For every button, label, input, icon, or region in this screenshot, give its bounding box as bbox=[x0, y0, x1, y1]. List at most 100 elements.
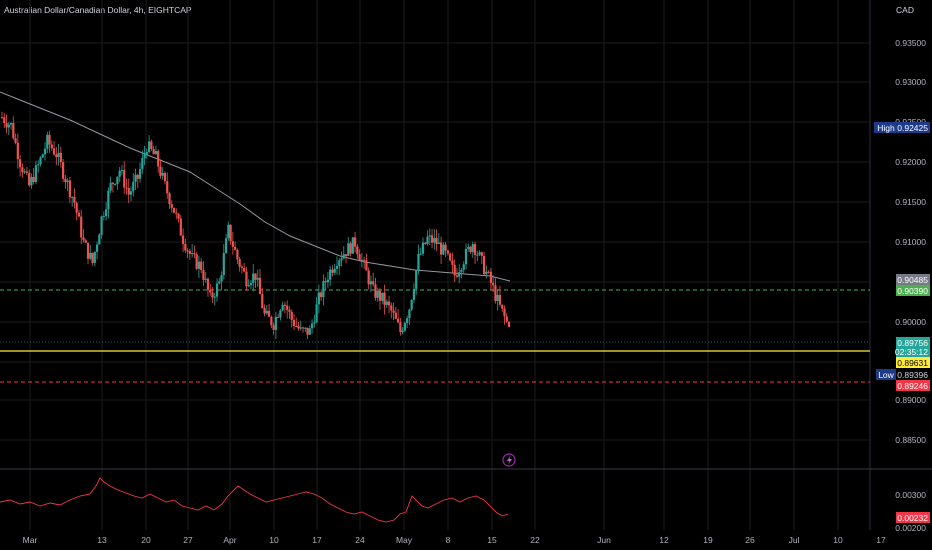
candle-body[interactable] bbox=[383, 292, 386, 305]
candle-body[interactable] bbox=[163, 172, 167, 182]
candle-body[interactable] bbox=[48, 134, 51, 145]
candle-body[interactable] bbox=[172, 207, 176, 213]
candle-body[interactable] bbox=[279, 310, 282, 318]
candle-body[interactable] bbox=[412, 288, 416, 300]
candle-body[interactable] bbox=[98, 234, 101, 245]
candle-body[interactable] bbox=[408, 309, 411, 319]
candle-body[interactable] bbox=[66, 180, 69, 183]
candle-body[interactable] bbox=[329, 269, 332, 280]
candle-body[interactable] bbox=[62, 162, 65, 179]
candle-body[interactable] bbox=[258, 277, 262, 295]
candle-body[interactable] bbox=[68, 180, 72, 198]
candle-body[interactable] bbox=[39, 157, 42, 165]
candle-body[interactable] bbox=[385, 301, 388, 305]
candle-body[interactable] bbox=[335, 265, 339, 269]
candle-body[interactable] bbox=[19, 159, 22, 168]
candle-body[interactable] bbox=[229, 224, 232, 242]
candle-body[interactable] bbox=[358, 254, 361, 261]
lightning-icon[interactable] bbox=[502, 453, 516, 467]
candle-body[interactable] bbox=[272, 325, 275, 330]
candle-body[interactable] bbox=[455, 275, 459, 277]
candle-body[interactable] bbox=[161, 172, 164, 176]
candle-body[interactable] bbox=[197, 261, 201, 269]
candle-body[interactable] bbox=[342, 254, 345, 259]
candle-body[interactable] bbox=[249, 282, 253, 286]
candle-body[interactable] bbox=[100, 216, 103, 235]
candle-body[interactable] bbox=[188, 250, 191, 254]
candle-body[interactable] bbox=[0, 117, 4, 119]
candle-body[interactable] bbox=[487, 271, 490, 273]
candle-body[interactable] bbox=[93, 251, 96, 263]
candle-body[interactable] bbox=[3, 117, 6, 123]
candle-body[interactable] bbox=[433, 237, 436, 243]
candle-body[interactable] bbox=[105, 209, 108, 216]
candle-body[interactable] bbox=[415, 270, 418, 289]
candle-body[interactable] bbox=[372, 281, 375, 285]
candle-body[interactable] bbox=[437, 242, 440, 245]
candle-body[interactable] bbox=[498, 294, 502, 305]
candle-body[interactable] bbox=[387, 301, 391, 306]
candle-body[interactable] bbox=[353, 237, 357, 247]
candle-body[interactable] bbox=[211, 292, 214, 298]
candle-body[interactable] bbox=[181, 235, 185, 244]
candle-body[interactable] bbox=[138, 169, 142, 179]
candle-body[interactable] bbox=[116, 176, 119, 184]
candle-body[interactable] bbox=[306, 327, 309, 335]
candle-body[interactable] bbox=[417, 253, 420, 271]
candle-body[interactable] bbox=[396, 318, 400, 323]
candle-body[interactable] bbox=[141, 158, 144, 170]
candle-body[interactable] bbox=[261, 294, 264, 309]
candle-body[interactable] bbox=[286, 305, 289, 310]
candle-body[interactable] bbox=[202, 270, 205, 280]
candle-body[interactable] bbox=[243, 267, 246, 272]
candle-body[interactable] bbox=[320, 292, 323, 298]
candle-body[interactable] bbox=[218, 281, 221, 284]
candle-body[interactable] bbox=[7, 124, 10, 128]
candle-body[interactable] bbox=[77, 212, 81, 217]
candle-body[interactable] bbox=[204, 278, 207, 280]
candle-body[interactable] bbox=[363, 259, 366, 261]
candle-body[interactable] bbox=[222, 253, 225, 276]
candle-body[interactable] bbox=[52, 148, 56, 155]
candle-body[interactable] bbox=[503, 308, 506, 317]
candle-body[interactable] bbox=[254, 273, 257, 280]
candle-body[interactable] bbox=[349, 243, 352, 254]
candle-body[interactable] bbox=[435, 237, 438, 245]
candle-body[interactable] bbox=[206, 278, 210, 290]
candle-body[interactable] bbox=[168, 193, 171, 205]
candle-body[interactable] bbox=[86, 242, 90, 259]
candle-body[interactable] bbox=[55, 154, 58, 157]
candle-body[interactable] bbox=[200, 261, 203, 271]
candle-body[interactable] bbox=[347, 243, 350, 257]
candle-body[interactable] bbox=[283, 304, 287, 306]
candle-body[interactable] bbox=[73, 196, 76, 203]
candle-body[interactable] bbox=[378, 290, 382, 301]
candle-body[interactable] bbox=[240, 266, 244, 268]
candle-body[interactable] bbox=[426, 236, 429, 244]
candle-body[interactable] bbox=[143, 154, 146, 159]
candle-body[interactable] bbox=[14, 138, 17, 143]
candle-body[interactable] bbox=[462, 264, 465, 271]
candle-body[interactable] bbox=[451, 260, 454, 265]
candle-body[interactable] bbox=[505, 316, 508, 322]
candle-body[interactable] bbox=[467, 246, 470, 249]
candle-body[interactable] bbox=[34, 165, 38, 182]
candle-body[interactable] bbox=[277, 316, 280, 318]
candle-body[interactable] bbox=[374, 284, 377, 298]
candle-body[interactable] bbox=[32, 176, 35, 182]
candle-body[interactable] bbox=[369, 281, 373, 285]
candle-body[interactable] bbox=[460, 270, 463, 273]
candle-body[interactable] bbox=[478, 252, 481, 255]
candle-body[interactable] bbox=[340, 258, 343, 261]
candle-body[interactable] bbox=[30, 176, 33, 186]
candle-body[interactable] bbox=[220, 275, 223, 282]
candle-body[interactable] bbox=[186, 250, 189, 252]
candle-body[interactable] bbox=[419, 253, 422, 255]
candle-body[interactable] bbox=[338, 260, 341, 266]
candle-body[interactable] bbox=[145, 152, 148, 155]
candle-body[interactable] bbox=[464, 248, 468, 265]
candle-body[interactable] bbox=[118, 170, 121, 177]
candle-body[interactable] bbox=[238, 259, 241, 267]
candle-body[interactable] bbox=[37, 164, 40, 166]
candlestick-series[interactable] bbox=[0, 111, 511, 340]
